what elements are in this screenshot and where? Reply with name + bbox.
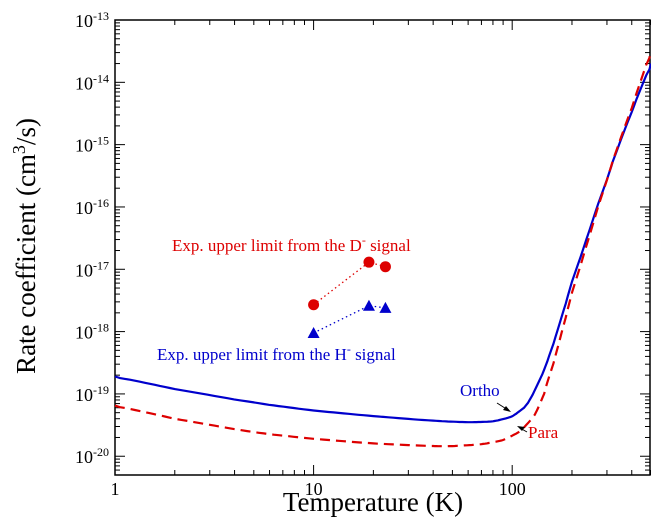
y-tick-exponent: -13 [93, 9, 109, 23]
y-tick-label: 10-16 [75, 196, 109, 218]
y-axis-label-tail: /s) [11, 118, 41, 145]
x-tick-label: 1 [111, 479, 120, 499]
y-tick-label: 10-14 [75, 71, 109, 93]
y-tick-label: 10-20 [75, 445, 109, 467]
curves [114, 50, 651, 448]
y-axis-label-main: Rate coefficient (cm [11, 154, 41, 374]
y-tick-base: 10 [75, 136, 93, 156]
d-signal-label-sup: - [362, 233, 366, 247]
y-tick-exponent: -14 [93, 71, 109, 85]
y-tick-exponent: -16 [93, 196, 109, 210]
x-axis-label: Temperature (K) [283, 487, 463, 517]
y-tick-base: 10 [75, 323, 93, 343]
y-tick-base: 10 [75, 11, 93, 31]
y-axis-label: Rate coefficient (cm3/s) [9, 118, 41, 374]
h-signal-label-tail: signal [351, 345, 396, 364]
d-signal-point [379, 261, 391, 273]
x-tick-label: 100 [499, 479, 526, 499]
y-tick-label: 10-19 [75, 383, 109, 405]
h-signal-point [307, 326, 320, 338]
h-signal-label-main: Exp. upper limit from the H [157, 345, 347, 364]
axes: 1 10 10010-2010-1910-1810-1710-1610-1510-1… [75, 9, 651, 499]
d-signal-dotted-line [313, 261, 386, 306]
d-signal-label-main: Exp. upper limit from the D [172, 236, 362, 255]
y-tick-exponent: -19 [93, 383, 109, 397]
y-tick-exponent: -15 [93, 134, 109, 148]
h-signal-point [362, 299, 375, 311]
x-tick-label: 10 [305, 479, 323, 499]
y-tick-label: 10-18 [75, 321, 109, 343]
y-tick-label: 10-17 [75, 258, 109, 280]
experimental-points [307, 256, 392, 338]
d-signal-point [363, 256, 375, 268]
y-tick-label: 10-13 [75, 9, 109, 31]
para-arrow-head [517, 426, 525, 431]
y-tick-base: 10 [75, 73, 93, 93]
y-tick-exponent: -17 [93, 258, 109, 272]
y-axis-label-sup: 3 [9, 145, 29, 154]
para-label: Para [528, 423, 559, 442]
h-signal-label-sup: - [347, 342, 351, 356]
ortho-arrow-head [503, 406, 511, 412]
h-signal-dotted-line [313, 305, 386, 334]
y-tick-label: 10-15 [75, 134, 109, 156]
d-signal-label: Exp. upper limit from the D- signal [172, 233, 411, 255]
y-tick-base: 10 [75, 447, 93, 467]
y-tick-exponent: -18 [93, 321, 109, 335]
d-signal-label-tail: signal [366, 236, 411, 255]
labels: Temperature (K) Rate coefficient (cm3/s)… [9, 118, 559, 517]
h-signal-point [379, 301, 392, 313]
plot-frame [114, 19, 651, 476]
y-tick-base: 10 [75, 198, 93, 218]
y-tick-exponent: -20 [93, 445, 109, 459]
h-signal-label: Exp. upper limit from the H- signal [157, 342, 396, 364]
ortho-label: Ortho [460, 381, 500, 400]
y-tick-base: 10 [75, 260, 93, 280]
y-tick-base: 10 [75, 385, 93, 405]
d-signal-point [308, 299, 320, 311]
